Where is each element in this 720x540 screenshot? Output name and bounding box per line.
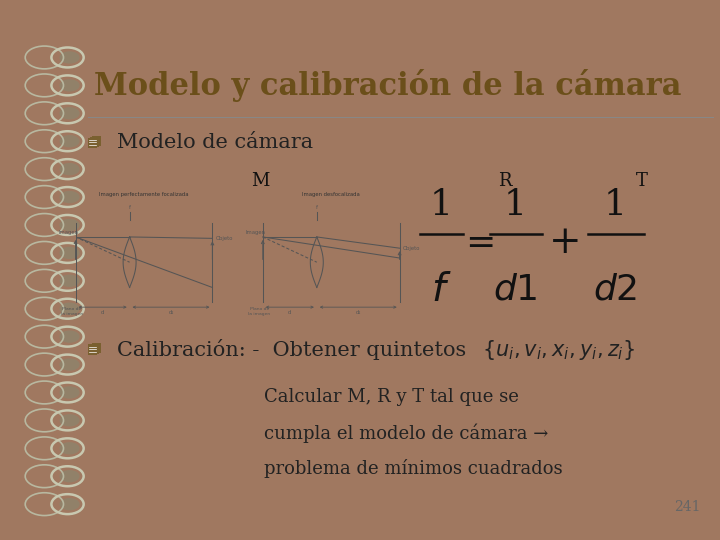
Text: Imagen desfocalizada: Imagen desfocalizada bbox=[302, 192, 360, 197]
Text: T: T bbox=[636, 172, 648, 190]
Ellipse shape bbox=[60, 247, 80, 259]
FancyBboxPatch shape bbox=[90, 343, 99, 354]
Text: Imagen: Imagen bbox=[246, 230, 266, 235]
Text: $f$: $f$ bbox=[431, 272, 451, 309]
FancyBboxPatch shape bbox=[88, 138, 97, 148]
Text: $d1$: $d1$ bbox=[492, 272, 537, 306]
Text: Imagen perfectamente focalizada: Imagen perfectamente focalizada bbox=[99, 192, 189, 197]
Ellipse shape bbox=[60, 386, 80, 399]
Text: Plano de
la imagen: Plano de la imagen bbox=[248, 307, 270, 316]
Text: cumpla el modelo de cámara →: cumpla el modelo de cámara → bbox=[264, 423, 548, 443]
Text: 1: 1 bbox=[430, 188, 453, 222]
Text: f: f bbox=[316, 205, 318, 210]
Ellipse shape bbox=[60, 359, 80, 371]
Text: 1: 1 bbox=[604, 188, 627, 222]
Text: Objeto: Objeto bbox=[216, 236, 233, 241]
Ellipse shape bbox=[60, 414, 80, 427]
Ellipse shape bbox=[60, 135, 80, 147]
Ellipse shape bbox=[60, 442, 80, 455]
Ellipse shape bbox=[60, 330, 80, 343]
Text: $\{u_i, v_i, x_i, y_i, z_i\}$: $\{u_i, v_i, x_i, y_i, z_i\}$ bbox=[482, 338, 636, 362]
Ellipse shape bbox=[60, 302, 80, 315]
Ellipse shape bbox=[60, 219, 80, 231]
Text: Objeto: Objeto bbox=[403, 246, 420, 251]
FancyBboxPatch shape bbox=[90, 137, 99, 147]
Ellipse shape bbox=[60, 470, 80, 482]
FancyBboxPatch shape bbox=[92, 136, 102, 146]
Text: 1: 1 bbox=[503, 188, 526, 222]
Text: M: M bbox=[251, 172, 270, 190]
FancyBboxPatch shape bbox=[88, 345, 97, 355]
Text: 241: 241 bbox=[674, 500, 701, 514]
Text: R: R bbox=[498, 172, 512, 190]
Text: f: f bbox=[129, 205, 130, 210]
Text: Imagen: Imagen bbox=[58, 230, 78, 235]
Ellipse shape bbox=[60, 163, 80, 176]
Text: Calibración: -  Obtener quintetos: Calibración: - Obtener quintetos bbox=[117, 339, 473, 360]
Text: $d2$: $d2$ bbox=[593, 272, 638, 306]
Text: d₂: d₂ bbox=[168, 310, 174, 315]
Text: d: d bbox=[101, 310, 104, 315]
Text: +: + bbox=[549, 224, 582, 261]
Ellipse shape bbox=[60, 107, 80, 119]
Text: d₂: d₂ bbox=[356, 310, 361, 315]
Text: Modelo de cámara: Modelo de cámara bbox=[117, 133, 313, 152]
Ellipse shape bbox=[60, 51, 80, 64]
Text: d: d bbox=[288, 310, 292, 315]
Ellipse shape bbox=[60, 191, 80, 203]
Text: Modelo y calibración de la cámara: Modelo y calibración de la cámara bbox=[94, 69, 682, 103]
Ellipse shape bbox=[60, 498, 80, 510]
Text: =: = bbox=[465, 226, 495, 260]
FancyBboxPatch shape bbox=[92, 342, 102, 353]
Text: problema de mínimos cuadrados: problema de mínimos cuadrados bbox=[264, 459, 562, 478]
Text: Plano de
la imagen: Plano de la imagen bbox=[61, 307, 83, 316]
Ellipse shape bbox=[60, 275, 80, 287]
Text: Calcular M, R y T tal que se: Calcular M, R y T tal que se bbox=[264, 388, 518, 406]
Ellipse shape bbox=[60, 79, 80, 92]
